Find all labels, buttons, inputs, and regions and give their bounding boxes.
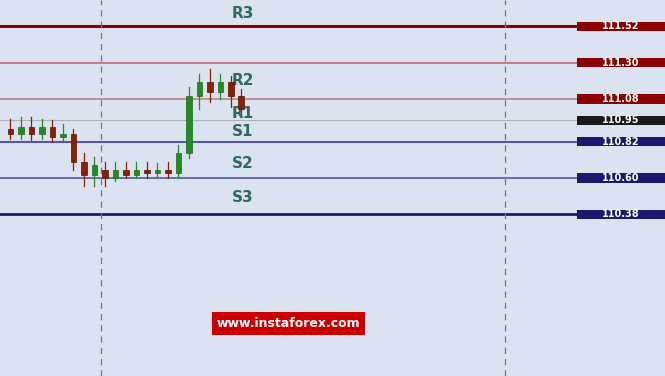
Bar <box>154 170 160 173</box>
FancyBboxPatch shape <box>577 137 665 146</box>
Text: R2: R2 <box>231 73 253 88</box>
Bar <box>50 127 55 137</box>
Bar <box>7 129 13 133</box>
Text: 110.95: 110.95 <box>602 115 640 125</box>
Text: 110.38: 110.38 <box>602 209 640 219</box>
Text: R1: R1 <box>231 106 253 121</box>
Bar <box>197 82 202 96</box>
Text: 111.52: 111.52 <box>602 21 640 31</box>
Bar <box>60 133 66 137</box>
FancyBboxPatch shape <box>577 210 665 219</box>
Text: www.instaforex.com: www.instaforex.com <box>217 317 360 330</box>
Bar <box>186 96 192 153</box>
Bar <box>207 82 213 92</box>
Text: 110.60: 110.60 <box>602 173 640 183</box>
FancyBboxPatch shape <box>577 116 665 125</box>
Bar <box>239 96 244 109</box>
Text: 111.08: 111.08 <box>602 94 640 104</box>
Bar <box>18 127 24 133</box>
FancyBboxPatch shape <box>577 22 665 31</box>
Bar <box>228 82 234 96</box>
Bar <box>29 127 35 133</box>
Text: 111.30: 111.30 <box>602 58 640 68</box>
FancyBboxPatch shape <box>577 173 665 183</box>
Bar <box>176 153 182 173</box>
Bar <box>39 127 45 133</box>
Text: 110.82: 110.82 <box>602 137 640 147</box>
Text: R3: R3 <box>231 6 253 21</box>
Bar <box>81 162 87 175</box>
Bar <box>112 170 118 178</box>
Bar <box>165 170 171 173</box>
Bar <box>217 82 223 92</box>
Bar <box>92 165 97 175</box>
Text: S1: S1 <box>231 124 253 139</box>
Bar <box>144 170 150 173</box>
FancyBboxPatch shape <box>577 58 665 67</box>
Bar <box>102 170 108 178</box>
Text: S3: S3 <box>231 190 253 205</box>
Bar <box>134 170 140 175</box>
Bar <box>70 133 76 162</box>
Text: S2: S2 <box>231 156 253 171</box>
Bar <box>123 170 129 175</box>
FancyBboxPatch shape <box>577 94 665 103</box>
